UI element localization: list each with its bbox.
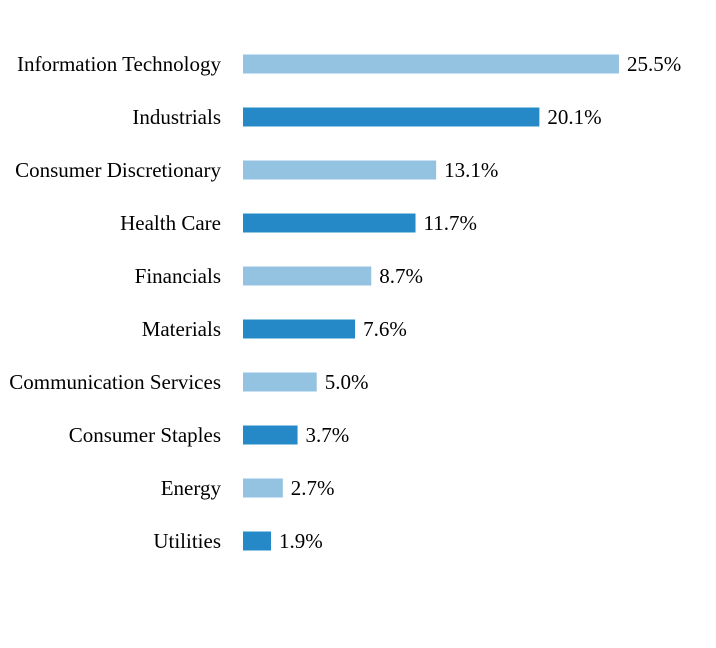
value-label-2: 13.1% [444, 158, 498, 182]
value-label-7: 3.7% [306, 423, 350, 447]
value-label-4: 8.7% [379, 264, 423, 288]
category-label-6: Communication Services [9, 370, 221, 394]
category-label-3: Health Care [120, 211, 221, 235]
bar-8 [243, 478, 283, 498]
bar-9 [243, 531, 272, 551]
bar-7 [243, 425, 298, 445]
value-label-0: 25.5% [627, 52, 681, 76]
value-label-9: 1.9% [279, 529, 323, 553]
value-label-1: 20.1% [547, 105, 601, 129]
bar-2 [243, 160, 437, 180]
category-label-4: Financials [135, 264, 221, 288]
value-label-6: 5.0% [325, 370, 369, 394]
category-label-1: Industrials [132, 105, 221, 129]
value-label-8: 2.7% [291, 476, 335, 500]
category-label-2: Consumer Discretionary [15, 158, 221, 182]
value-label-3: 11.7% [424, 211, 477, 235]
value-label-5: 7.6% [363, 317, 407, 341]
bar-4 [243, 266, 372, 286]
category-label-0: Information Technology [17, 52, 222, 76]
category-label-7: Consumer Staples [69, 423, 221, 447]
bar-5 [243, 319, 356, 339]
category-label-9: Utilities [153, 529, 221, 553]
bar-0 [243, 54, 619, 74]
category-label-8: Energy [161, 476, 222, 500]
category-label-5: Materials [142, 317, 221, 341]
bar-3 [243, 213, 416, 233]
bar-1 [243, 107, 540, 127]
bar-6 [243, 372, 317, 392]
